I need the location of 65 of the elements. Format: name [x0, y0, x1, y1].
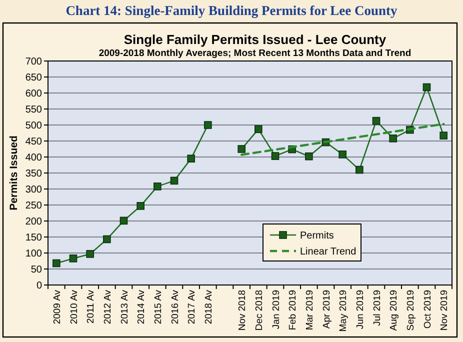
- x-tick-label: Nov 2018: [237, 290, 248, 331]
- y-tick-label: 50: [30, 264, 42, 276]
- y-tick-label: 600: [25, 88, 42, 100]
- legend-label: Permits: [300, 230, 334, 242]
- line-series: [240, 122, 445, 156]
- x-tick-label: Aug 2019: [388, 290, 400, 331]
- y-tick-label: 400: [25, 152, 42, 164]
- chart-subtitle: 2009-2018 Monthly Averages; Most Recent 13 Months Data and Trend: [98, 48, 412, 59]
- x-tick-label: 2010 Av: [68, 290, 80, 324]
- x-tick-label: Apr 2019: [321, 290, 332, 329]
- x-tick-label: Nov 2019: [439, 290, 450, 331]
- y-tick-label: 650: [25, 72, 42, 84]
- y-tick-label: 300: [25, 184, 42, 196]
- x-tick-label: 2016 Av: [170, 290, 181, 324]
- point: [204, 121, 212, 129]
- point: [86, 250, 94, 258]
- x-tick-label: 2013 Av: [119, 290, 130, 324]
- x-tick-label: 2015 Av: [152, 290, 164, 324]
- x-tick-label: Jul 2019: [372, 290, 383, 326]
- point: [356, 166, 364, 174]
- point: [305, 152, 313, 160]
- x-tick-label: 2011 Av: [86, 290, 97, 324]
- x-tick-label: 2012 Av: [102, 290, 114, 324]
- point: [69, 254, 78, 262]
- x-tick-label: Sep 2019: [405, 290, 416, 331]
- y-tick-label: 0: [36, 280, 42, 292]
- y-tick-label: 250: [25, 200, 42, 212]
- x-tick-label: Mar 2019: [304, 290, 316, 330]
- point: [170, 176, 178, 185]
- point: [238, 145, 246, 153]
- x-tick-label: Feb 2019: [288, 290, 299, 330]
- point: [440, 132, 448, 140]
- y-tick-label: 350: [25, 168, 42, 180]
- x-tick-label: Jun 2019: [354, 290, 366, 330]
- y-tick-label: 700: [25, 56, 42, 68]
- point: [422, 83, 431, 92]
- point: [103, 235, 111, 244]
- point: [187, 154, 195, 162]
- x-tick-label: 2017 Av: [186, 290, 198, 324]
- y-tick-label: 150: [25, 232, 42, 244]
- caption: Chart 14: Single-Family Building Permits for Lee County: [66, 3, 398, 18]
- x-tick-label: 2014 Av: [136, 290, 148, 324]
- point: [120, 216, 128, 225]
- x-tick-label: May 2019: [338, 290, 350, 332]
- point: [372, 116, 380, 125]
- y-tick-label: 200: [25, 216, 42, 228]
- point: [389, 134, 397, 142]
- x-tick-label: Dec 2018: [254, 290, 265, 331]
- point: [154, 182, 162, 190]
- point: [136, 202, 144, 210]
- y-tick-label: 100: [25, 248, 42, 260]
- x-tick-label: 2018 Av: [203, 290, 214, 324]
- y-tick-label: 450: [25, 136, 42, 148]
- chart-title: Single Family Permits Issued - Lee County: [124, 32, 387, 47]
- point: [271, 152, 280, 160]
- y-tick-label: 500: [25, 120, 42, 132]
- legend-label: Linear Trend: [300, 246, 356, 258]
- x-tick-label: Oct 2019: [422, 290, 434, 329]
- y-tick-label: 550: [25, 104, 42, 116]
- x-tick-label: 2009 Av: [52, 290, 63, 324]
- point: [52, 259, 60, 268]
- y-axis-title: Permits Issued: [8, 136, 20, 210]
- x-tick-label: Jan 2019: [270, 290, 282, 330]
- point: [338, 150, 346, 158]
- point: [254, 125, 262, 134]
